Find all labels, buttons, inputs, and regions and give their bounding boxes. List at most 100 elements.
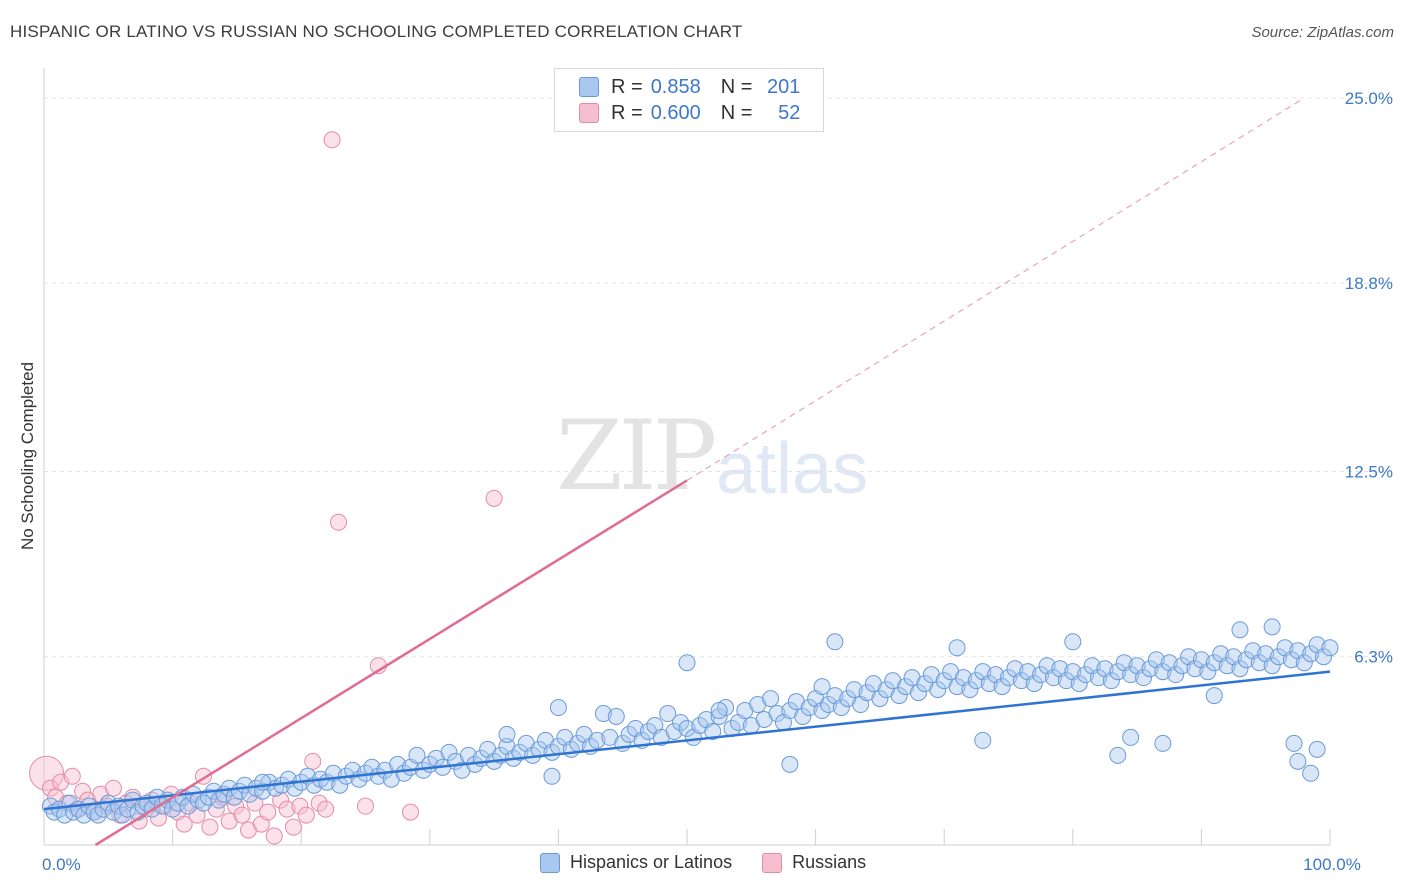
- hispanic-point: [440, 743, 458, 761]
- russian-point: [323, 131, 341, 149]
- russian-point: [485, 489, 503, 507]
- hispanic-point: [1102, 672, 1120, 690]
- russian-point: [265, 827, 283, 845]
- y-axis-label: No Schooling Completed: [18, 361, 37, 551]
- source-label: Source: ZipAtlas.com: [1251, 24, 1394, 41]
- y-tick-label: 12.5%: [1345, 462, 1393, 481]
- hispanic-point: [1122, 728, 1140, 746]
- hispanic-point: [1205, 654, 1223, 672]
- hispanic-point: [1154, 734, 1172, 752]
- watermark-zip: ZIP: [556, 400, 717, 512]
- hispanic-point: [607, 708, 625, 726]
- hispanic-point: [1237, 651, 1255, 669]
- hispanic-point: [1090, 669, 1108, 687]
- hispanic-point: [1070, 675, 1088, 693]
- legend-n-label: N =: [720, 75, 753, 98]
- hispanic-point: [1032, 666, 1050, 684]
- legend-swatch-hispanic: [579, 77, 599, 97]
- legend-r-value: 0.600: [650, 101, 701, 124]
- russian-trend-line: [94, 479, 688, 847]
- hispanic-point: [993, 678, 1011, 696]
- hispanic-point: [1109, 746, 1127, 764]
- russian-point: [402, 803, 420, 821]
- hispanic-point: [1064, 633, 1082, 651]
- hispanic-point: [1135, 669, 1153, 687]
- hispanic-point: [665, 722, 683, 740]
- hispanic-point: [813, 702, 831, 720]
- legend-row-russian: R = 0.600 N = 52: [579, 100, 800, 126]
- russian-point: [201, 818, 219, 836]
- hispanic-point: [1295, 654, 1313, 672]
- hispanic-point: [511, 743, 529, 761]
- russian-point: [175, 815, 193, 833]
- legend-item-russian[interactable]: Russians: [762, 852, 866, 873]
- hispanic-point: [710, 708, 728, 726]
- hispanic-point: [980, 675, 998, 693]
- hispanic-point: [1186, 660, 1204, 678]
- hispanic-point: [762, 690, 780, 708]
- legend-item-hispanic[interactable]: Hispanics or Latinos: [540, 852, 732, 873]
- hispanic-point: [1315, 648, 1333, 666]
- hispanic-point: [974, 731, 992, 749]
- russian-point: [278, 800, 296, 818]
- y-tick-label: 6.3%: [1354, 648, 1393, 667]
- hispanic-point: [1231, 621, 1249, 639]
- legend-n-label: N =: [720, 101, 753, 124]
- russian-point: [63, 767, 81, 785]
- hispanic-point: [1285, 734, 1303, 752]
- legend-swatch-russian: [579, 103, 599, 123]
- hispanic-point: [672, 713, 690, 731]
- hispanic-point: [1263, 618, 1281, 636]
- hispanic-point: [75, 806, 93, 824]
- russian-point: [259, 803, 277, 821]
- russian-point: [304, 752, 322, 770]
- hispanic-point: [1270, 648, 1288, 666]
- russian-point: [41, 779, 59, 797]
- hispanic-point: [1167, 666, 1185, 684]
- hispanic-point: [890, 687, 908, 705]
- chart-title: HISPANIC OR LATINO VS RUSSIAN NO SCHOOLI…: [10, 22, 743, 41]
- y-tick-label: 18.8%: [1345, 274, 1393, 293]
- russian-point: [291, 797, 309, 815]
- hispanic-point: [549, 699, 567, 717]
- hispanic-point: [1109, 663, 1127, 681]
- russian-point: [329, 513, 347, 531]
- legend-r-value: 0.858: [650, 75, 701, 98]
- legend-row-hispanic: R = 0.858 N = 201: [579, 74, 800, 100]
- hispanic-point: [948, 678, 966, 696]
- legend-n-value: 52: [778, 101, 801, 124]
- hispanic-point: [967, 672, 985, 690]
- hispanic-point: [832, 699, 850, 717]
- hispanic-point: [286, 779, 304, 797]
- legend-r-label: R =: [611, 75, 643, 98]
- hispanic-point: [65, 803, 83, 821]
- hispanic-point: [659, 705, 677, 723]
- hispanic-point: [909, 684, 927, 702]
- legend-r-label: R =: [611, 101, 643, 124]
- hispanic-point: [1122, 666, 1140, 684]
- hispanic-point: [1045, 669, 1063, 687]
- hispanic-point: [1173, 657, 1191, 675]
- russian-point: [233, 806, 251, 824]
- russian-point: [357, 797, 374, 815]
- hispanic-point: [871, 690, 889, 708]
- russian-point: [310, 794, 328, 812]
- hispanic-point: [1282, 651, 1300, 669]
- hispanic-point: [408, 746, 426, 764]
- russian-point: [317, 800, 335, 818]
- hispanic-point: [819, 696, 837, 714]
- hispanic-point: [768, 705, 786, 723]
- russian-point: [297, 806, 315, 824]
- hispanic-point: [1289, 752, 1307, 770]
- stats-legend: R = 0.858 N = 201 R = 0.600 N = 52: [554, 68, 824, 132]
- hispanic-point: [678, 654, 696, 672]
- hispanic-point: [254, 773, 272, 791]
- hispanic-point: [543, 767, 561, 785]
- hispanic-point: [594, 705, 612, 723]
- legend-swatch-russian: [762, 852, 783, 873]
- hispanic-point: [1308, 740, 1326, 758]
- hispanic-point: [344, 761, 362, 779]
- legend-n-value: 201: [767, 75, 801, 98]
- x-tick-label: 0.0%: [42, 855, 81, 874]
